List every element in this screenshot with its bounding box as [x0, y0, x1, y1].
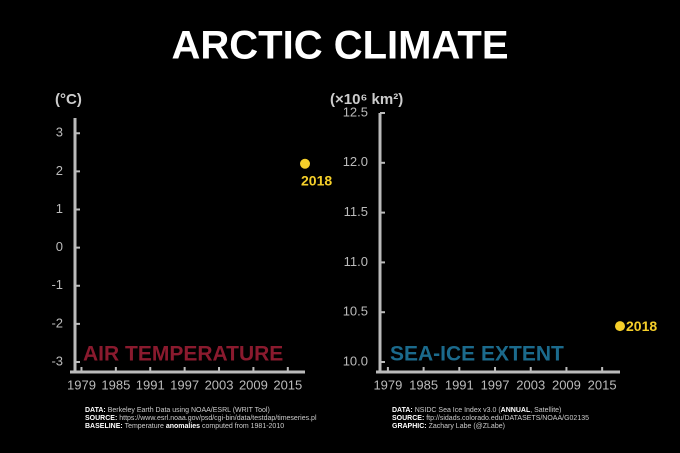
note: DATA: Berkeley Earth Data using NOAA/ESR… [85, 407, 270, 414]
note-text: https://www.esrl.noaa.gov/psd/cgi-bin/da… [119, 415, 317, 422]
note-text: computed from 1981-2010 [200, 423, 284, 430]
chart-title: ARCTIC CLIMATE [172, 24, 509, 68]
x-tick-label: 1991 [136, 377, 165, 392]
note-text: NSIDC Sea Ice Index v3.0 ( [415, 407, 502, 414]
x-tick-label: 2015 [588, 377, 617, 392]
y-tick-label: 0 [56, 239, 63, 254]
note-text: Temperature [125, 423, 166, 430]
y-tick-label: 12.0 [343, 154, 368, 169]
note-label: GRAPHIC: [392, 423, 427, 430]
note-text: Berkeley Earth Data using NOAA/ESRL (WRI… [108, 407, 270, 414]
panel-label: SEA-ICE EXTENT [390, 343, 564, 366]
y-tick-label: 10.0 [343, 353, 368, 368]
note: SOURCE: https://www.esrl.noaa.gov/psd/cg… [85, 415, 317, 422]
x-tick-label: 2009 [552, 377, 581, 392]
y-tick-label: 11.0 [344, 254, 368, 269]
y-tick-label: 12.5 [343, 104, 368, 119]
panel-label: AIR TEMPERATURE [83, 343, 283, 366]
x-tick-label: 1979 [67, 377, 96, 392]
point [300, 158, 310, 169]
point-label: 2018 [626, 318, 657, 334]
note-text: anomalies [166, 423, 200, 430]
point-label: 2018 [301, 172, 332, 188]
y-tick-label: 2 [56, 163, 63, 178]
y-tick-label: 1 [56, 201, 63, 216]
point [615, 321, 625, 332]
x-tick-label: 2003 [516, 377, 545, 392]
y-axis-label: (°C) [55, 91, 82, 108]
x-tick-label: 1991 [445, 377, 474, 392]
y-tick-label: 11.5 [344, 204, 368, 219]
y-tick-label: -1 [51, 277, 63, 292]
x-tick-label: 1985 [101, 377, 130, 392]
x-tick-label: 1979 [373, 377, 402, 392]
note-label: SOURCE: [392, 415, 424, 422]
x-tick-label: 2009 [239, 377, 268, 392]
note-label: SOURCE: [85, 415, 117, 422]
note-label: DATA: [85, 407, 106, 414]
note-text: ftp://sidads.colorado.edu/DATASETS/NOAA/… [426, 415, 589, 422]
note: SOURCE: ftp://sidads.colorado.edu/DATASE… [392, 415, 589, 422]
note-text: Zachary Labe (@ZLabe) [429, 423, 505, 430]
x-tick-label: 1997 [481, 377, 510, 392]
y-tick-label: 3 [56, 125, 63, 140]
note-text: ANNUAL [501, 407, 531, 414]
note: GRAPHIC: Zachary Labe (@ZLabe) [392, 423, 505, 430]
note-label: BASELINE: [85, 423, 123, 430]
x-tick-label: 2015 [273, 377, 302, 392]
y-tick-label: -2 [51, 315, 63, 330]
y-tick-label: -3 [51, 353, 63, 368]
y-tick-label: 10.5 [343, 304, 368, 319]
note: DATA: NSIDC Sea Ice Index v3.0 (ANNUAL, … [392, 407, 561, 414]
note: BASELINE: Temperature anomalies computed… [85, 423, 284, 430]
x-tick-label: 2003 [205, 377, 234, 392]
note-label: DATA: [392, 407, 413, 414]
x-tick-label: 1997 [170, 377, 199, 392]
x-tick-label: 1985 [409, 377, 438, 392]
note-text: , Satellite) [530, 407, 561, 414]
y-axis-label: (×10⁶ km²) [330, 91, 403, 108]
